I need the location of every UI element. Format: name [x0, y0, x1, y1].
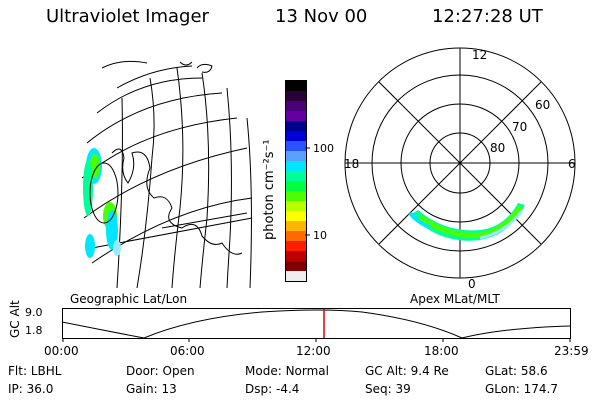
geographic-map [81, 60, 253, 288]
altitude-xtick-0: 00:00 [44, 344, 79, 358]
status-flt: Flt: LBHL [8, 364, 62, 378]
colorbar-swatch [286, 121, 306, 131]
altitude-ytick-9: 9.0 [25, 306, 43, 319]
mlat-label-60: 60 [535, 98, 550, 112]
status-glat: GLat: 58.6 [485, 364, 548, 378]
colorbar-swatch [286, 241, 306, 251]
mlat-label-70: 70 [512, 120, 527, 134]
colorbar-tick-100: 100 [313, 142, 334, 155]
colorbar-swatch [286, 201, 306, 211]
instrument-title: Ultraviolet Imager [46, 6, 209, 27]
colorbar-swatch [286, 261, 306, 271]
altitude-ytick-1-8: 1.8 [25, 324, 43, 337]
colorbar-swatch [286, 111, 306, 121]
colorbar-swatch [286, 101, 306, 111]
mlt-label-0: 0 [468, 277, 476, 291]
mlt-label-18: 18 [344, 157, 359, 171]
mlt-label-6: 6 [568, 157, 576, 171]
altitude-xtick-1: 06:00 [170, 344, 205, 358]
colorbar-swatch [286, 131, 306, 141]
altitude-ylabel: GC Alt [8, 300, 22, 338]
status-gc-alt: GC Alt: 9.4 Re [365, 364, 449, 378]
colorbar-swatch [286, 171, 306, 181]
geographic-map-caption: Geographic Lat/Lon [70, 292, 188, 306]
observation-time: 12:27:28 UT [432, 6, 543, 27]
altitude-xtick-2: 12:00 [296, 344, 331, 358]
colorbar-swatch [286, 141, 306, 151]
status-seq: Seq: 39 [365, 382, 411, 396]
colorbar-swatch [286, 211, 306, 221]
observation-date: 13 Nov 00 [275, 6, 368, 27]
altitude-plot [62, 308, 571, 342]
altitude-xtick-3: 18:00 [424, 344, 459, 358]
polar-map-caption: Apex MLat/MLT [410, 292, 500, 306]
mlt-label-12: 12 [472, 48, 487, 62]
status-mode: Mode: Normal [245, 364, 329, 378]
colorbar-swatch [286, 181, 306, 191]
status-ip: IP: 36.0 [8, 382, 54, 396]
colorbar-swatch [286, 81, 306, 91]
polar-map: 12 18 6 0 60 70 80 [344, 47, 576, 291]
status-door: Door: Open [126, 364, 195, 378]
altitude-xtick-4: 23:59 [554, 344, 589, 358]
mlat-label-80: 80 [490, 141, 505, 155]
colorbar-swatch [286, 91, 306, 101]
colorbar-swatch [286, 161, 306, 171]
status-glon: GLon: 174.7 [485, 382, 558, 396]
status-gain: Gain: 13 [126, 382, 177, 396]
colorbar-swatch [286, 221, 306, 231]
colorbar [285, 80, 307, 282]
colorbar-swatch [286, 271, 306, 281]
colorbar-swatch [286, 251, 306, 261]
colorbar-tick-10: 10 [313, 229, 327, 242]
colorbar-swatch [286, 191, 306, 201]
colorbar-swatch [286, 231, 306, 241]
colorbar-axis: 100 10 [305, 142, 334, 242]
colorbar-unit-label: photon cm⁻²s⁻¹ [262, 139, 277, 240]
status-dsp: Dsp: -4.4 [245, 382, 300, 396]
colorbar-swatch [286, 151, 306, 161]
